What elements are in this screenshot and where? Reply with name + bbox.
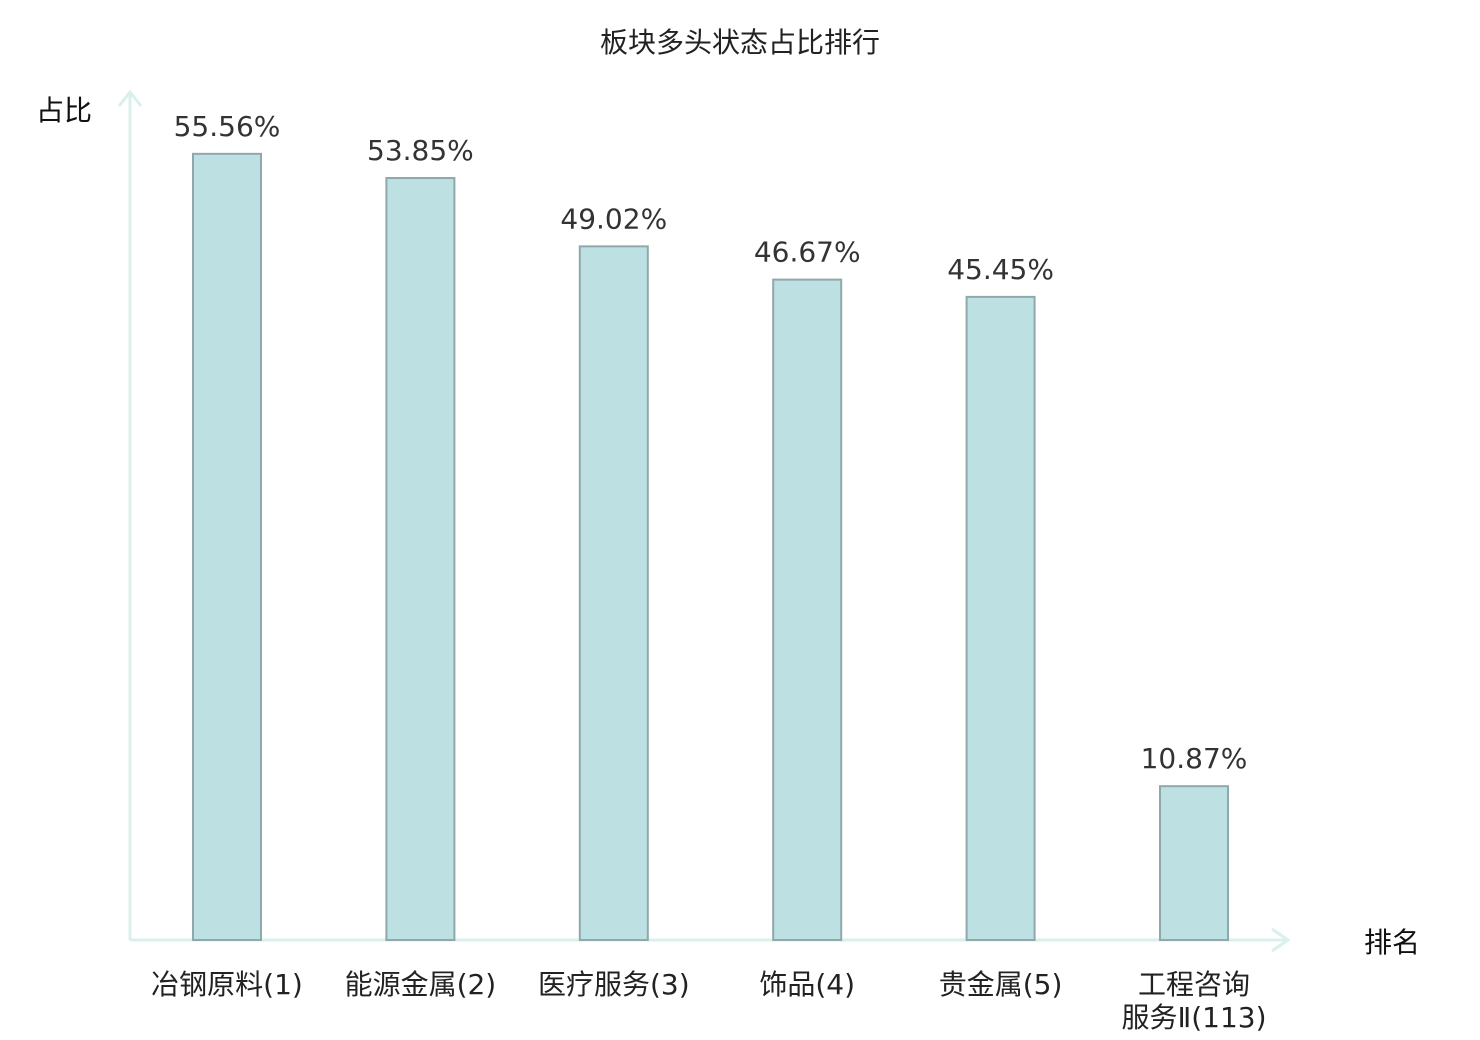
bar <box>192 152 262 942</box>
x-axis <box>130 927 1291 953</box>
value-label: 53.85% <box>367 134 474 167</box>
x-axis-arrow-icon <box>1271 927 1291 953</box>
y-axis-arrow-icon <box>117 89 143 107</box>
value-label: 45.45% <box>947 253 1054 286</box>
x-tick-label: 工程咨询 <box>1138 968 1250 1001</box>
bar <box>772 278 843 941</box>
x-tick-label: 贵金属(5) <box>939 968 1063 1001</box>
value-label: 49.02% <box>560 202 667 235</box>
chart-title: 板块多头状态占比排行 <box>600 26 880 59</box>
x-tick-label: 冶钢原料(1) <box>151 968 303 1001</box>
x-tick-label: 饰品(4) <box>759 968 855 1001</box>
x-axis-label: 排名 <box>1364 926 1420 959</box>
y-axis <box>117 89 143 940</box>
data-labels: 55.56% 53.85% 49.02% 46.67% 45.45% 10.87% <box>174 110 1248 775</box>
x-tick-labels: 冶钢原料(1) 能源金属(2) 医疗服务(3) 饰品(4) 贵金属(5) 工程咨询服务Ⅱ(… <box>151 968 1266 1034</box>
x-tick-label: 能源金属(2) <box>345 968 497 1001</box>
bar <box>965 295 1036 941</box>
value-label: 55.56% <box>174 110 281 143</box>
bar-series <box>192 152 1229 942</box>
value-label: 46.67% <box>754 236 861 269</box>
bar <box>385 177 456 941</box>
x-tick-label: 服务Ⅱ(113) <box>1121 1001 1266 1034</box>
value-label: 10.87% <box>1141 742 1248 775</box>
bar <box>1159 785 1229 942</box>
bar <box>578 245 649 941</box>
x-tick-label: 医疗服务(3) <box>538 968 690 1001</box>
y-axis-label: 占比 <box>36 94 92 127</box>
